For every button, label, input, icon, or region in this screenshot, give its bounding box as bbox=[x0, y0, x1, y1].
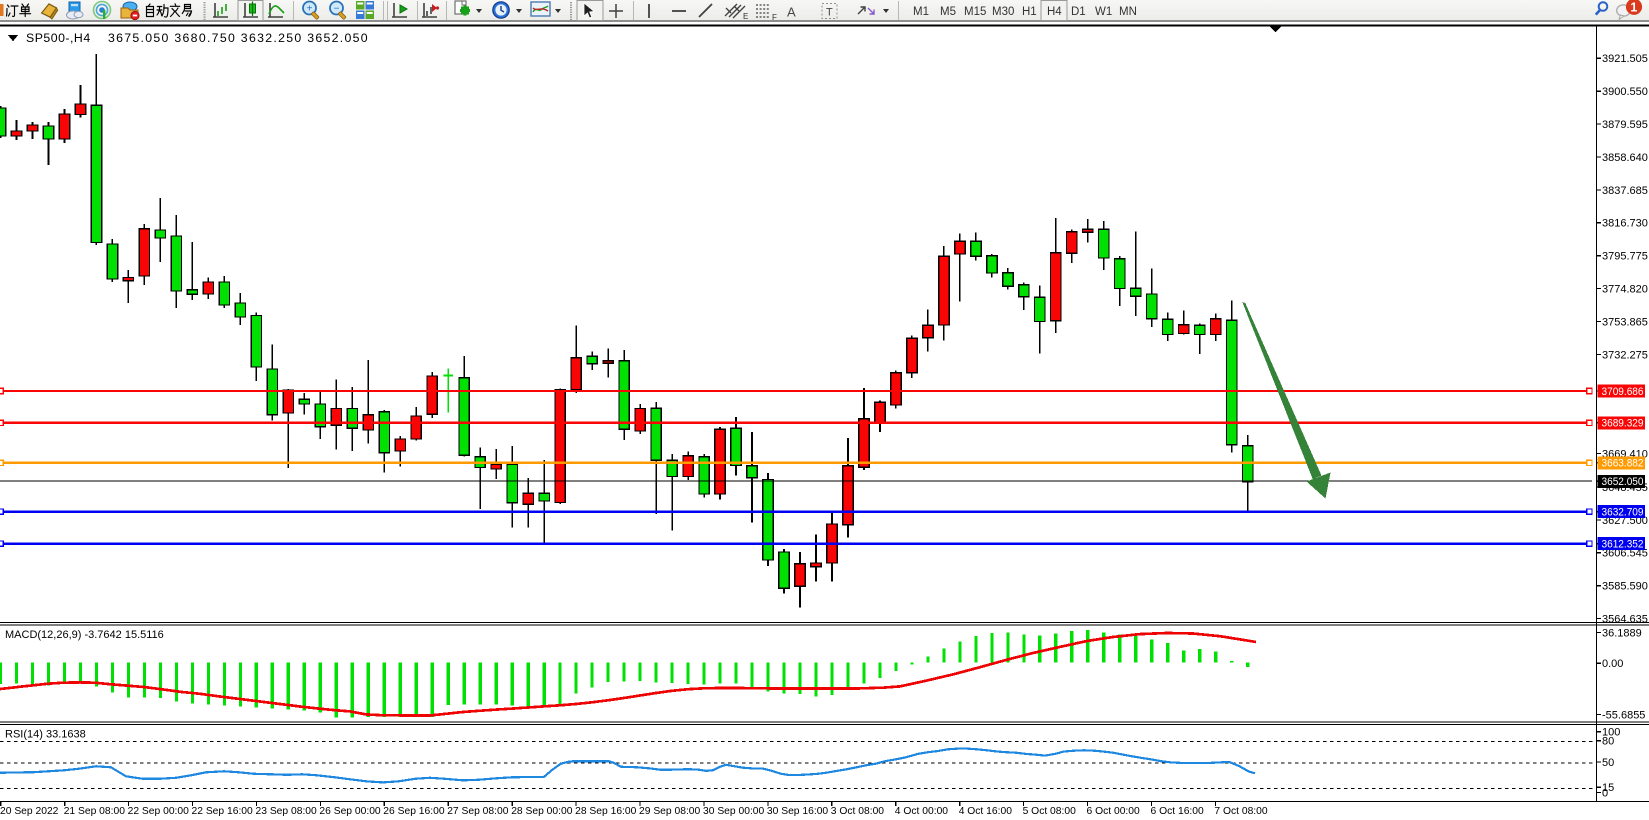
svg-text:3879.595: 3879.595 bbox=[1602, 119, 1648, 131]
svg-text:3612.352: 3612.352 bbox=[1602, 539, 1644, 551]
svg-text:M5: M5 bbox=[940, 6, 956, 18]
svg-text:MACD(12,26,9) -3.7642 15.5116: MACD(12,26,9) -3.7642 15.5116 bbox=[5, 629, 164, 641]
svg-text:F: F bbox=[772, 13, 777, 22]
svg-text:RSI(14) 33.1638: RSI(14) 33.1638 bbox=[5, 728, 86, 740]
svg-text:22 Sep 00:00: 22 Sep 00:00 bbox=[128, 806, 190, 817]
svg-text:26 Sep 16:00: 26 Sep 16:00 bbox=[383, 806, 445, 817]
svg-text:T: T bbox=[826, 7, 833, 19]
svg-text:W1: W1 bbox=[1095, 6, 1112, 18]
svg-text:3663.882: 3663.882 bbox=[1602, 458, 1644, 470]
svg-text:0: 0 bbox=[1602, 787, 1608, 799]
svg-text:30 Sep 16:00: 30 Sep 16:00 bbox=[767, 806, 829, 817]
svg-text:M15: M15 bbox=[964, 6, 986, 18]
svg-text:0.00: 0.00 bbox=[1602, 658, 1623, 670]
svg-text:SP500-,H4: SP500-,H4 bbox=[26, 31, 91, 45]
svg-text:D1: D1 bbox=[1071, 6, 1086, 18]
svg-text:1: 1 bbox=[1630, 0, 1637, 14]
svg-text:+: + bbox=[307, 4, 313, 15]
svg-text:3837.685: 3837.685 bbox=[1602, 185, 1648, 197]
svg-text:20 Sep 2022: 20 Sep 2022 bbox=[0, 806, 59, 817]
svg-text:MN: MN bbox=[1119, 6, 1137, 18]
svg-text:4 Oct 00:00: 4 Oct 00:00 bbox=[895, 806, 949, 817]
svg-text:30 Sep 00:00: 30 Sep 00:00 bbox=[703, 806, 765, 817]
svg-text:M30: M30 bbox=[992, 6, 1014, 18]
svg-text:3900.550: 3900.550 bbox=[1602, 86, 1648, 98]
svg-text:3675.050 3680.750 3632.250 365: 3675.050 3680.750 3632.250 3652.050 bbox=[108, 31, 369, 45]
svg-text:6 Oct 16:00: 6 Oct 16:00 bbox=[1151, 806, 1205, 817]
svg-text:3795.775: 3795.775 bbox=[1602, 251, 1648, 263]
svg-text:5 Oct 08:00: 5 Oct 08:00 bbox=[1023, 806, 1077, 817]
svg-text:3606.545: 3606.545 bbox=[1602, 548, 1648, 560]
svg-text:27 Sep 08:00: 27 Sep 08:00 bbox=[447, 806, 509, 817]
svg-text:3753.865: 3753.865 bbox=[1602, 316, 1648, 328]
svg-text:50: 50 bbox=[1602, 757, 1614, 769]
svg-text:3858.640: 3858.640 bbox=[1602, 152, 1648, 164]
svg-text:3632.709: 3632.709 bbox=[1602, 507, 1644, 519]
svg-text:22 Sep 16:00: 22 Sep 16:00 bbox=[192, 806, 254, 817]
svg-text:3816.730: 3816.730 bbox=[1602, 218, 1648, 230]
svg-text:26 Sep 00:00: 26 Sep 00:00 bbox=[319, 806, 381, 817]
svg-text:3652.050: 3652.050 bbox=[1602, 476, 1644, 488]
svg-text:4 Oct 16:00: 4 Oct 16:00 bbox=[959, 806, 1013, 817]
svg-text:3689.329: 3689.329 bbox=[1602, 418, 1644, 430]
svg-text:29 Sep 08:00: 29 Sep 08:00 bbox=[639, 806, 701, 817]
svg-text:3732.275: 3732.275 bbox=[1602, 349, 1648, 361]
svg-text:80: 80 bbox=[1602, 736, 1614, 748]
svg-text:23 Sep 08:00: 23 Sep 08:00 bbox=[256, 806, 318, 817]
svg-text:100: 100 bbox=[1602, 727, 1620, 739]
svg-text:A: A bbox=[787, 5, 796, 20]
svg-text:M1: M1 bbox=[913, 6, 929, 18]
svg-text:7 Oct 08:00: 7 Oct 08:00 bbox=[1214, 806, 1268, 817]
svg-text:21 Sep 08:00: 21 Sep 08:00 bbox=[64, 806, 126, 817]
svg-text:3709.686: 3709.686 bbox=[1602, 386, 1644, 398]
svg-text:3585.590: 3585.590 bbox=[1602, 581, 1648, 593]
svg-text:3564.635: 3564.635 bbox=[1602, 614, 1648, 626]
svg-text:H4: H4 bbox=[1047, 6, 1062, 18]
svg-text:28 Sep 16:00: 28 Sep 16:00 bbox=[575, 806, 637, 817]
svg-text:6 Oct 00:00: 6 Oct 00:00 bbox=[1087, 806, 1141, 817]
svg-text:3921.505: 3921.505 bbox=[1602, 53, 1648, 65]
svg-text:15: 15 bbox=[1602, 782, 1614, 794]
svg-text:-55.6855: -55.6855 bbox=[1602, 709, 1645, 721]
svg-text:H1: H1 bbox=[1022, 6, 1037, 18]
svg-text:3 Oct 08:00: 3 Oct 08:00 bbox=[831, 806, 885, 817]
svg-text:E: E bbox=[743, 12, 748, 21]
svg-text:28 Sep 00:00: 28 Sep 00:00 bbox=[511, 806, 573, 817]
svg-text:3774.820: 3774.820 bbox=[1602, 284, 1648, 296]
svg-text:−: − bbox=[334, 4, 340, 15]
svg-text:36.1889: 36.1889 bbox=[1602, 627, 1642, 639]
